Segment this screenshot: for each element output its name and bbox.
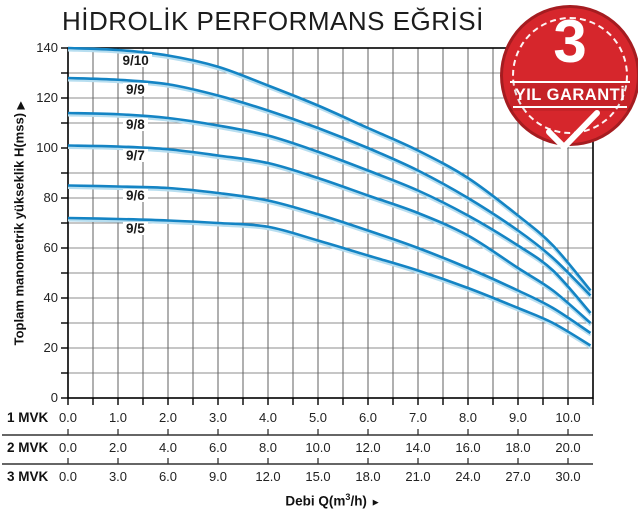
x-tick-label: 9.0: [508, 410, 528, 425]
x-axis-title: Debi Q(m3/h) ►: [218, 492, 448, 509]
x-tick-label: 24.0: [455, 469, 481, 484]
badge-label: YIL GARANTİ: [512, 86, 628, 108]
x-tick-label: 21.0: [405, 469, 431, 484]
x-axis-title-text: Debi Q(m: [285, 493, 346, 509]
curve-label-9/9: 9/9: [123, 83, 148, 97]
checkmark-icon: [546, 110, 600, 150]
x-tick-label: 0.0: [58, 410, 78, 425]
axis-row-label-1mvk: 1 MVK: [7, 410, 49, 425]
curve-label-9/6: 9/6: [123, 189, 148, 202]
x-tick-label: 12.0: [255, 469, 281, 484]
curve-9/5: [67, 216, 592, 347]
y-tick-label: 80: [43, 190, 58, 205]
curve-shadow-9/5: [67, 219, 592, 349]
curve-label-9/10: 9/10: [119, 54, 152, 67]
x-tick-label: 18.0: [355, 469, 381, 484]
x-tick-label: 0.0: [58, 469, 78, 484]
curve-shadow-9/8: [67, 114, 592, 317]
axis-row-label-2mvk: 2 MVK: [7, 440, 49, 455]
curve-shadow-9/7: [67, 146, 592, 327]
curve-9/10: [67, 46, 592, 292]
x-tick-label: 2.0: [158, 410, 178, 425]
x-tick-label: 8.0: [458, 410, 478, 425]
x-tick-label: 16.0: [455, 440, 481, 455]
y-tick-label: 140: [36, 40, 58, 55]
x-tick-label: 15.0: [305, 469, 331, 484]
x-tick-label: 6.0: [158, 469, 178, 484]
curve-9/9: [67, 76, 592, 297]
x-tick-label: 12.0: [355, 440, 381, 455]
curve-9/8: [67, 111, 592, 314]
x-tick-label: 20.0: [555, 440, 581, 455]
curve-shadow-9/10: [67, 49, 592, 294]
curve-shadow-9/9: [67, 79, 592, 299]
x-tick-label: 18.0: [505, 440, 531, 455]
badge-band: YIL GARANTİ: [510, 81, 630, 111]
x-axis-arrow-icon: ►: [370, 497, 381, 509]
x-tick-label: 14.0: [405, 440, 431, 455]
x-tick-label: 4.0: [258, 410, 278, 425]
y-tick-label: 20: [43, 340, 58, 355]
y-tick-label: 0: [50, 390, 58, 405]
warranty-badge: 3 YIL GARANTİ: [500, 5, 638, 150]
curve-label-9/5: 9/5: [123, 221, 148, 235]
curve-label-9/8: 9/8: [123, 117, 148, 131]
x-tick-label: 27.0: [505, 469, 531, 484]
x-tick-label: 10.0: [305, 440, 331, 455]
axis-row-label-3mvk: 3 MVK: [7, 469, 49, 484]
x-axis-title-suffix: /h): [350, 493, 371, 509]
x-tick-label: 9.0: [208, 469, 228, 484]
page-title: HİDROLİK PERFORMANS EĞRİSİ: [62, 6, 484, 36]
x-tick-label: 0.0: [58, 440, 78, 455]
x-tick-label: 30.0: [555, 469, 581, 484]
curve-shadow-9/6: [67, 186, 592, 337]
y-tick-label: 100: [36, 140, 58, 155]
x-tick-label: 1.0: [108, 410, 128, 425]
curve-9/6: [67, 184, 592, 335]
x-tick-label: 5.0: [308, 410, 328, 425]
x-tick-label: 6.0: [358, 410, 378, 425]
curve-label-9/7: 9/7: [123, 149, 148, 163]
badge-circle: 3 YIL GARANTİ: [500, 5, 638, 150]
badge-dashed-ring: [512, 17, 628, 134]
curve-9/7: [67, 144, 592, 324]
y-tick-label: 120: [36, 90, 58, 105]
x-axis-title-sup: 3: [345, 492, 351, 502]
x-tick-label: 7.0: [408, 410, 428, 425]
y-tick-label: 60: [43, 240, 58, 255]
x-tick-label: 6.0: [208, 440, 228, 455]
x-tick-label: 10.0: [555, 410, 581, 425]
x-tick-label: 2.0: [108, 440, 128, 455]
x-tick-label: 8.0: [258, 440, 278, 455]
x-tick-label: 4.0: [158, 440, 178, 455]
x-tick-label: 3.0: [208, 410, 228, 425]
x-tick-label: 3.0: [108, 469, 128, 484]
badge-number: 3: [553, 8, 587, 75]
y-tick-label: 40: [43, 290, 58, 305]
